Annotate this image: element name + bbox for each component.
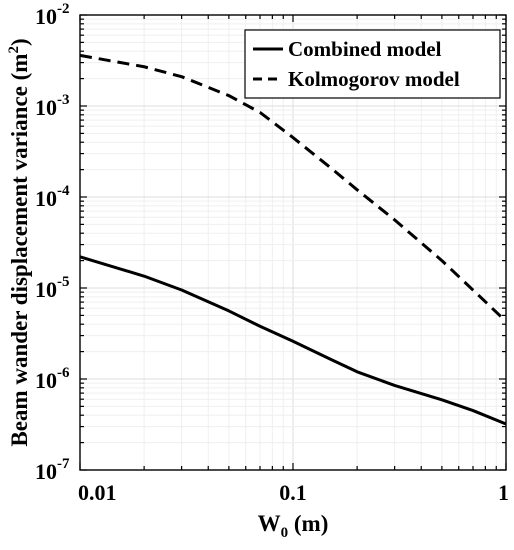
x-tick-label: 0.01 [78, 480, 117, 505]
y-tick-label: 10-6 [35, 365, 70, 393]
y-tick-label: 10-2 [35, 1, 70, 29]
y-tick-label-exponent: -4 [57, 183, 70, 199]
y-tick-label-exponent: -3 [57, 92, 70, 108]
y-axis-label: Beam wander displacement variance (m2) [6, 38, 32, 446]
y-tick-labels: 10-710-610-510-410-310-2 [35, 1, 70, 484]
y-tick-label-base: 10 [35, 277, 57, 302]
y-tick-label-base: 10 [35, 186, 57, 211]
x-axis-label: W0 (m) [258, 511, 329, 541]
y-tick-label: 10-3 [35, 92, 70, 120]
y-tick-label-base: 10 [35, 368, 57, 393]
y-axis-label-sup: 2 [6, 46, 22, 54]
y-tick-label-base: 10 [35, 4, 57, 29]
y-tick-label-exponent: -2 [57, 1, 70, 17]
x-tick-label: 1 [498, 480, 509, 505]
axis-ticks [79, 14, 507, 471]
y-tick-label-base: 10 [35, 95, 57, 120]
series-line-1 [79, 255, 507, 426]
series-lines [79, 53, 508, 426]
legend-box [244, 29, 501, 99]
x-axis-label-suffix: (m) [288, 511, 328, 536]
y-axis-label-main: Beam wander displacement variance (m [7, 54, 32, 447]
y-tick-label: 10-7 [35, 456, 70, 484]
legend-items: Combined model Kolmogorov model [253, 37, 460, 91]
x-axis-label-main: W [258, 511, 281, 536]
y-axis-label-suffix: ) [7, 38, 32, 46]
x-axis-label-sub: 0 [281, 525, 289, 541]
legend-label-2: Kolmogorov model [288, 67, 460, 91]
y-tick-label-exponent: -7 [57, 456, 70, 472]
series-line-2 [79, 53, 508, 323]
legend: Combined model Kolmogorov model [244, 29, 501, 99]
y-tick-label: 10-5 [35, 274, 70, 302]
legend-label-1: Combined model [288, 37, 442, 61]
y-tick-label-exponent: -6 [57, 365, 70, 381]
x-tick-labels: 0.01 0.1 1 [78, 480, 509, 505]
y-tick-label: 10-4 [35, 183, 70, 211]
x-tick-label: 0.1 [279, 480, 307, 505]
y-tick-label-exponent: -5 [57, 274, 70, 290]
y-tick-label-base: 10 [35, 459, 57, 484]
